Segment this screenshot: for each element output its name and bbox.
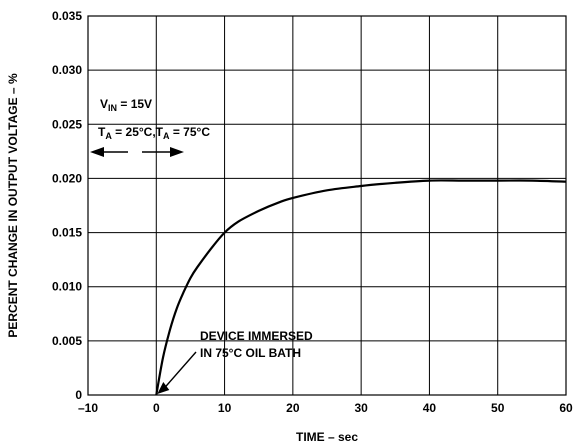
x-tick-label: 60 — [559, 401, 573, 415]
y-axis-label: PERCENT CHANGE IN OUTPUT VOLTAGE – % — [6, 73, 20, 338]
x-tick-label: 20 — [286, 401, 300, 415]
y-tick-label: 0.035 — [52, 9, 82, 23]
tick-labels: –10 0 10 20 30 40 50 6000.0050.0100.0150.0200.0… — [52, 9, 573, 415]
y-tick-label: 0.025 — [52, 117, 82, 131]
x-tick-label: –10 — [78, 401, 98, 415]
temperature-arrows — [90, 147, 184, 157]
plot-frame — [87, 15, 567, 396]
y-tick-label: 0.030 — [52, 63, 82, 77]
annotation-vin: VIN = 15V — [100, 97, 152, 113]
x-axis-label: TIME – sec — [296, 430, 358, 444]
y-tick-label: 0 — [75, 388, 82, 402]
series-line — [155, 179, 567, 396]
y-tick-label: 0.020 — [52, 171, 82, 185]
annotation-immersed-line1: DEVICE IMMERSED — [200, 329, 313, 343]
x-tick-label: 40 — [423, 401, 437, 415]
annotation-temperature: TA = 25°C,TA = 75°C — [98, 125, 210, 141]
y-tick-label: 0.010 — [52, 280, 82, 294]
x-tick-label: 50 — [491, 401, 505, 415]
x-tick-label: 0 — [153, 401, 160, 415]
immersed-arrow — [157, 351, 197, 394]
y-tick-label: 0.005 — [52, 334, 82, 348]
x-tick-label: 10 — [218, 401, 232, 415]
y-tick-label: 0.015 — [52, 226, 82, 240]
x-tick-label: 30 — [354, 401, 368, 415]
grid — [88, 16, 566, 395]
annotation-immersed-line2: IN 75°C OIL BATH — [200, 346, 301, 360]
